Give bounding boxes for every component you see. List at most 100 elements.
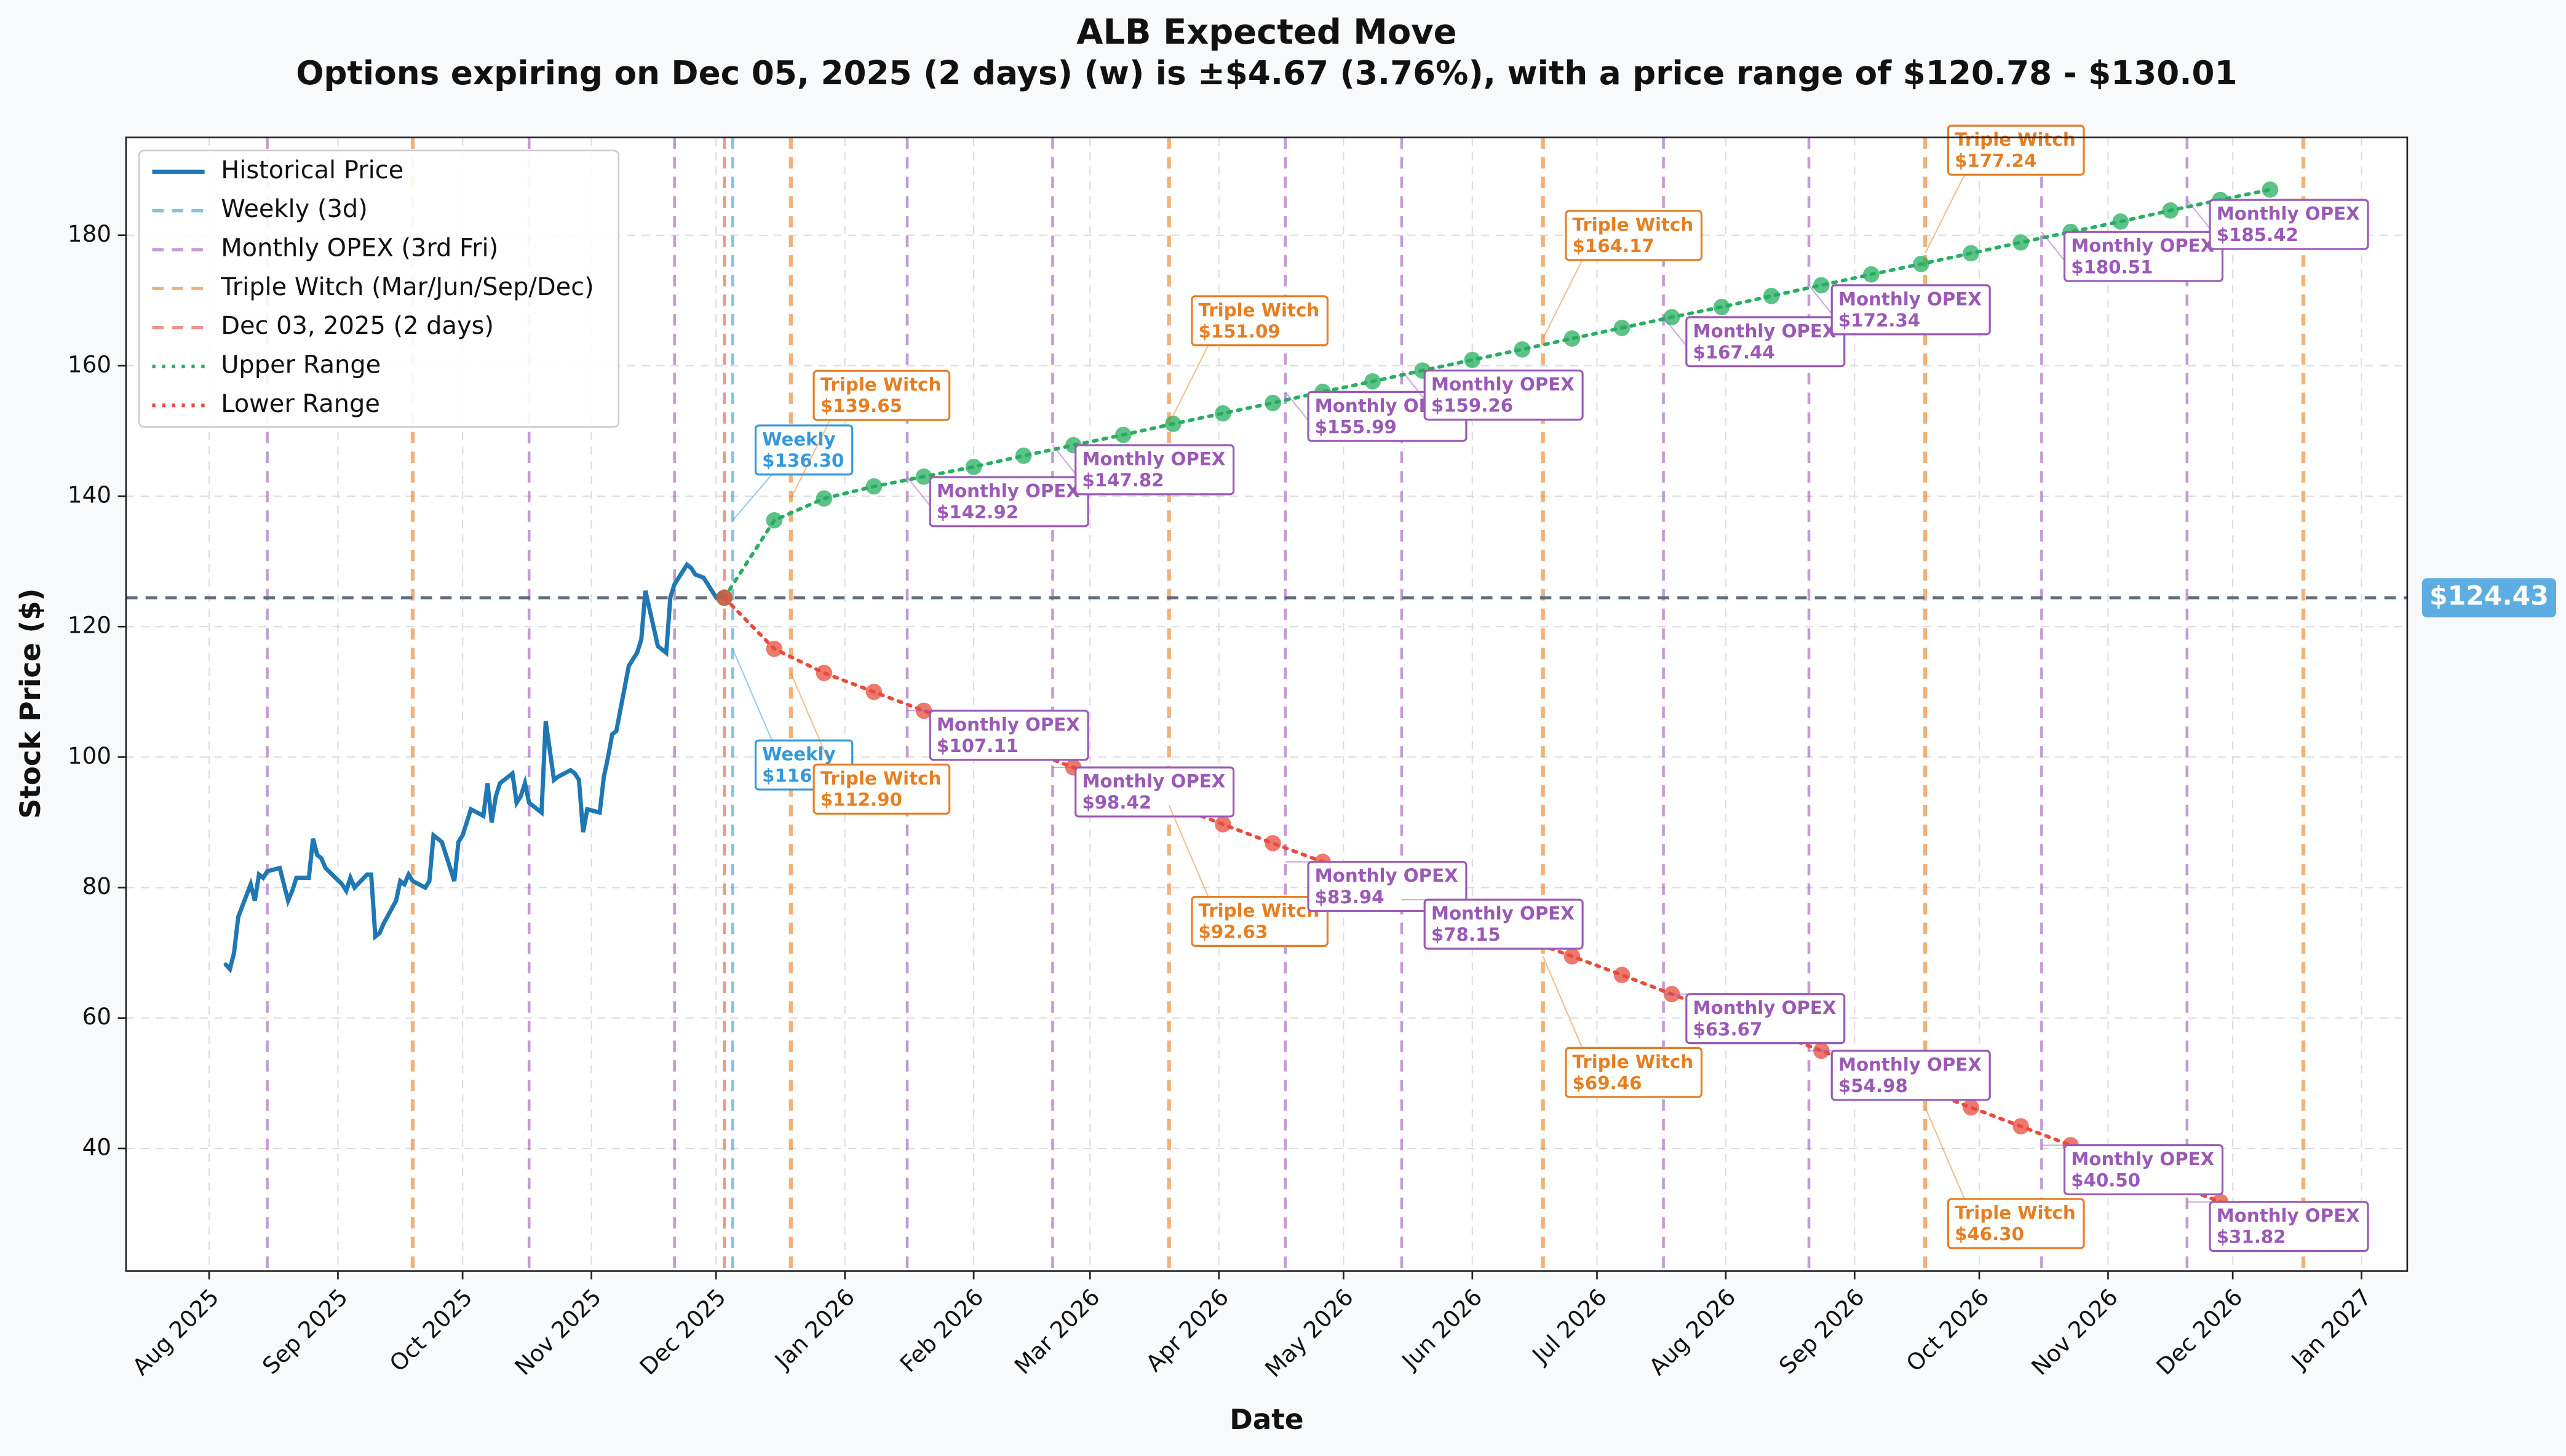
annotation-box [1830,1050,1991,1101]
annotation-box [1565,1046,1703,1098]
range-point [2012,234,2029,251]
range-point [1265,835,1281,852]
range-point [1863,266,1880,283]
chart-title: ALB Expected Move [1076,12,1456,52]
y-tick-label: 160 [68,350,111,378]
annotation-label: Triple Witch [1199,299,1320,320]
annotation-value: $177.24 [1955,150,2036,171]
annotation-box [1947,1198,2085,1249]
annotation-connector [1168,345,1209,424]
annotation-connector [1924,1107,1966,1200]
y-tick-label: 60 [82,1003,111,1030]
annotation-connector [1542,956,1583,1048]
y-axis-label: Stock Price ($) [14,588,47,819]
annotation-box [1074,444,1235,496]
legend-label: Upper Range [221,350,381,379]
range-point [2262,181,2279,198]
annotation-value: $46.30 [1955,1224,2024,1244]
annotation-value: $139.65 [820,395,902,416]
annotation-label: Monthly OPEX [1838,288,1982,309]
annotation-value: $185.42 [2217,224,2298,245]
annotation-connector [790,673,831,765]
range-point [865,683,883,700]
legend-label: Monthly OPEX (3rd Fri) [221,234,498,263]
range-point [1514,341,1531,358]
range-point [1813,277,1830,294]
annotation-value: $147.82 [1082,470,1164,491]
annotation-connector [732,474,773,521]
annotation-box [2064,231,2224,282]
annotation-label: Weekly [762,744,835,765]
range-point [1913,256,1929,272]
annotation-value: $142.92 [937,502,1019,523]
annotation-box [1830,284,1991,336]
annotation-value: $78.15 [1431,924,1501,945]
annotation-value: $63.67 [1693,1019,1762,1040]
range-point [1364,373,1381,390]
annotation-value: $180.51 [2071,256,2153,277]
range-point [1613,319,1631,336]
annotation-connector [1168,805,1209,897]
annotation-label: Triple Witch [1955,129,2076,150]
annotation-value: $136.30 [762,450,844,471]
range-point [1663,309,1680,326]
y-tick-label: 80 [82,872,111,900]
annotation-value: $155.99 [1315,416,1397,437]
range-point [1563,330,1581,347]
y-tick-label: 120 [68,612,111,639]
annotation-box [2209,1201,2369,1252]
range-point [1613,967,1631,983]
annotation-box [1191,895,1329,947]
annotation-value: $40.50 [2071,1170,2140,1191]
range-point [1265,394,1281,411]
annotation-connector [732,648,773,741]
range-point [865,478,883,495]
annotation-box [2064,1144,2224,1196]
legend-label: Weekly (3d) [221,195,368,223]
annotation-label: Monthly OPEX [1838,1054,1982,1075]
annotation-label: Monthly OPEX [1431,903,1575,924]
range-point [915,468,932,485]
range-point [2112,213,2129,230]
range-point [965,458,982,475]
annotation-label: Monthly OPEX [1693,997,1836,1018]
annotation-box [2209,199,2369,250]
annotation-value: $83.94 [1315,887,1384,908]
legend-label: Dec 03, 2025 (2 days) [221,312,494,340]
annotation-box [812,763,951,815]
x-axis-label: Date [1229,1403,1303,1436]
annotation-value: $159.26 [1431,395,1513,416]
annotation-value: $167.44 [1693,342,1774,363]
annotation-label: Monthly OPEX [937,480,1080,501]
annotation-label: Monthly OPEX [2071,1149,2214,1169]
range-point [1563,948,1581,965]
annotation-box [1565,210,1703,261]
annotation-label: Monthly OPEX [1082,448,1225,469]
range-point [816,490,833,507]
range-point [766,512,783,529]
range-point [1015,447,1032,464]
annotation-box [1423,370,1584,421]
range-point [1963,245,1979,262]
annotation-box [1685,316,1846,368]
range-point [1215,816,1231,833]
annotation-value: $31.82 [2217,1227,2286,1248]
annotation-label: Triple Witch [820,374,942,395]
annotation-value: $172.34 [1838,310,1920,331]
annotation-connector [1542,259,1583,339]
legend-label: Triple Witch (Mar/Jun/Sep/Dec) [220,273,594,301]
annotation-value: $69.46 [1573,1072,1642,1093]
annotation-value: $164.17 [1573,235,1654,256]
annotation-box [1074,766,1235,818]
range-point [1464,351,1481,368]
annotation-box [812,370,951,421]
legend-box [138,149,620,428]
annotation-value: $92.63 [1199,922,1268,943]
chart-subtitle: Options expiring on Dec 05, 2025 (2 days… [296,54,2237,92]
annotation-label: Monthly OPEX [937,714,1080,735]
annotation-box [1423,898,1584,950]
legend-label: Lower Range [221,390,380,418]
annotation-value: $54.98 [1838,1075,1908,1096]
legend-label: Historical Price [221,156,403,184]
